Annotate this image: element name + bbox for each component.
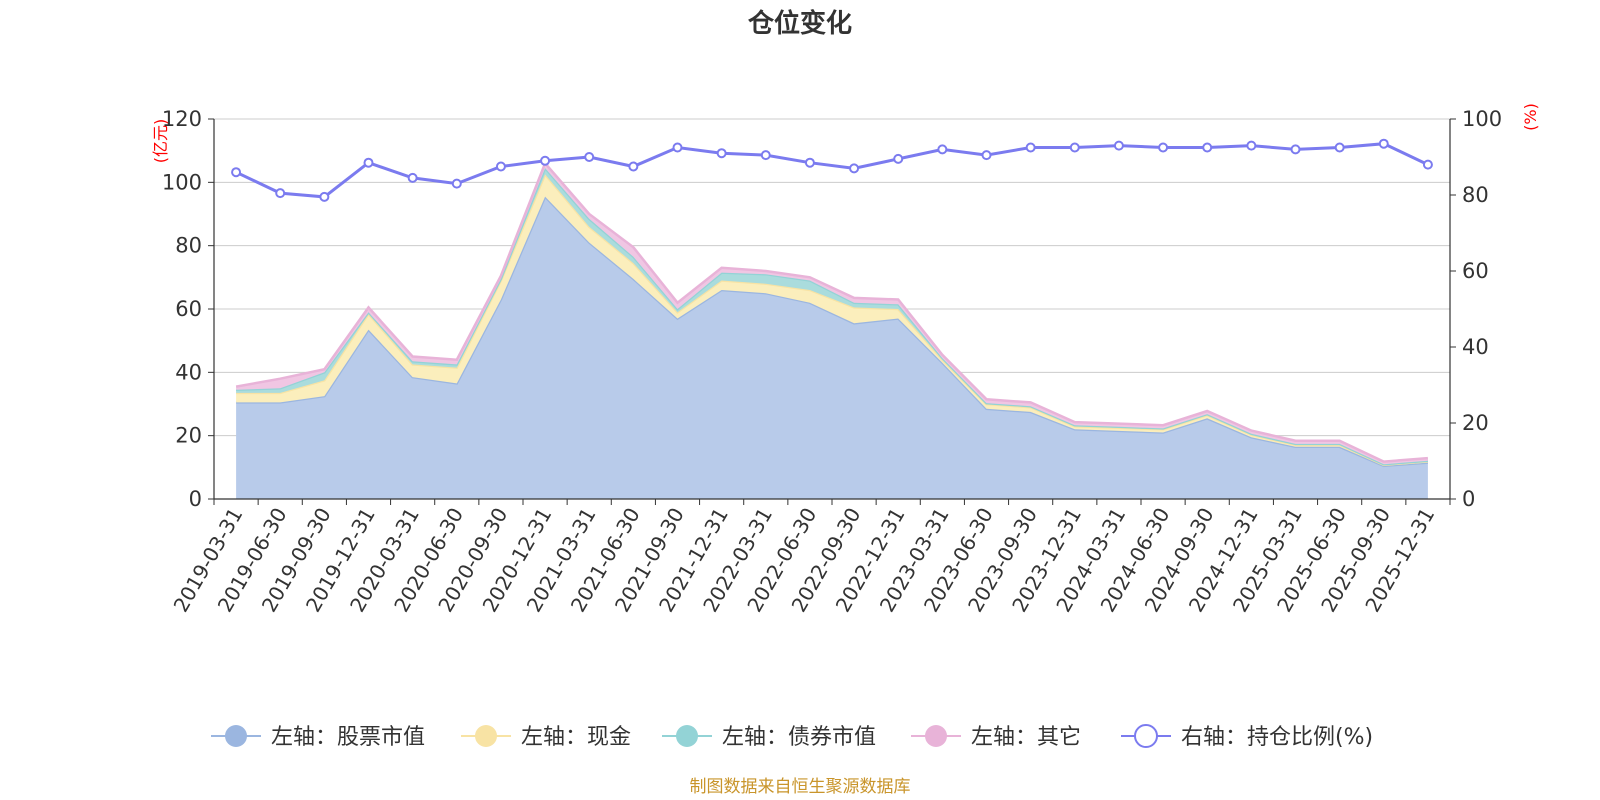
- ratio-line-path: [235, 142, 1429, 199]
- ratio-point: [363, 157, 374, 168]
- legend-swatch-dot: [475, 725, 497, 747]
- legend-swatch-dot: [925, 725, 947, 747]
- ratio-point: [451, 178, 462, 189]
- left-tick-label: 20: [175, 424, 202, 448]
- area-1: [236, 196, 1428, 499]
- ratio-point: [1290, 144, 1301, 155]
- ratio-point: [1113, 140, 1124, 151]
- ratio-point: [893, 153, 904, 164]
- right-tick-label: 20: [1462, 411, 1489, 435]
- left-tick-label: 60: [175, 297, 202, 321]
- ratio-point: [1025, 142, 1036, 153]
- right-tick-label: 80: [1462, 183, 1489, 207]
- left-tick-label: 0: [189, 487, 202, 511]
- ratio-point: [495, 161, 506, 172]
- ratio-point: [540, 155, 551, 166]
- legend-label: 左轴：现金: [521, 725, 631, 750]
- ratio-point: [275, 188, 286, 199]
- ratio-point: [628, 161, 639, 172]
- chart-title: 仓位变化: [747, 8, 852, 39]
- data-source-footer: 制图数据来自恒生聚源数据库: [690, 777, 911, 797]
- legend-label: 右轴：持仓比例(%): [1181, 725, 1373, 750]
- ratio-point: [1334, 142, 1345, 153]
- legend: 左轴：股票市值 左轴：现金 左轴：债券市值 左轴：其它 右轴：持仓比例(%): [211, 724, 1373, 750]
- ratio-point: [716, 148, 727, 159]
- ratio-point: [760, 150, 771, 161]
- ratio-point: [849, 163, 860, 174]
- left-tick-label: 40: [175, 360, 202, 384]
- area-edge-line-4: [235, 160, 1428, 463]
- ratio-point: [319, 191, 330, 202]
- legend-swatch-dot: [1134, 724, 1158, 748]
- left-tick-label: 100: [162, 170, 202, 194]
- left-tick-label: 80: [175, 234, 202, 258]
- ratio-point: [1069, 142, 1080, 153]
- legend-swatch-dot: [676, 725, 698, 747]
- right-tick-label: 100: [1462, 107, 1502, 131]
- left-tick-label: 120: [162, 107, 202, 131]
- ratio-point: [584, 152, 595, 162]
- legend-label: 左轴：债券市值: [722, 725, 876, 750]
- ratio-point: [1158, 142, 1169, 153]
- ratio-point: [407, 172, 418, 183]
- right-tick-label: 40: [1462, 335, 1489, 359]
- ratio-point: [231, 167, 242, 178]
- ratio-point: [981, 150, 992, 161]
- ratio-point: [672, 142, 683, 153]
- right-axis-unit: (%): [1521, 103, 1540, 131]
- right-tick-label: 0: [1462, 487, 1475, 511]
- ratio-point: [1202, 142, 1213, 153]
- legend-swatch-dot: [225, 725, 247, 747]
- legend-label: 左轴：股票市值: [271, 725, 425, 750]
- ratio-point: [1246, 140, 1257, 151]
- legend-label: 左轴：其它: [971, 725, 1081, 750]
- ratio-point: [1378, 138, 1389, 149]
- right-tick-label: 60: [1462, 259, 1489, 283]
- ratio-point: [1422, 159, 1433, 170]
- ratio-point: [804, 157, 815, 168]
- ratio-point: [937, 144, 948, 155]
- ratio-line: [231, 138, 1433, 202]
- left-axis-unit: (亿元): [151, 119, 170, 164]
- stacked-areas: [235, 160, 1428, 499]
